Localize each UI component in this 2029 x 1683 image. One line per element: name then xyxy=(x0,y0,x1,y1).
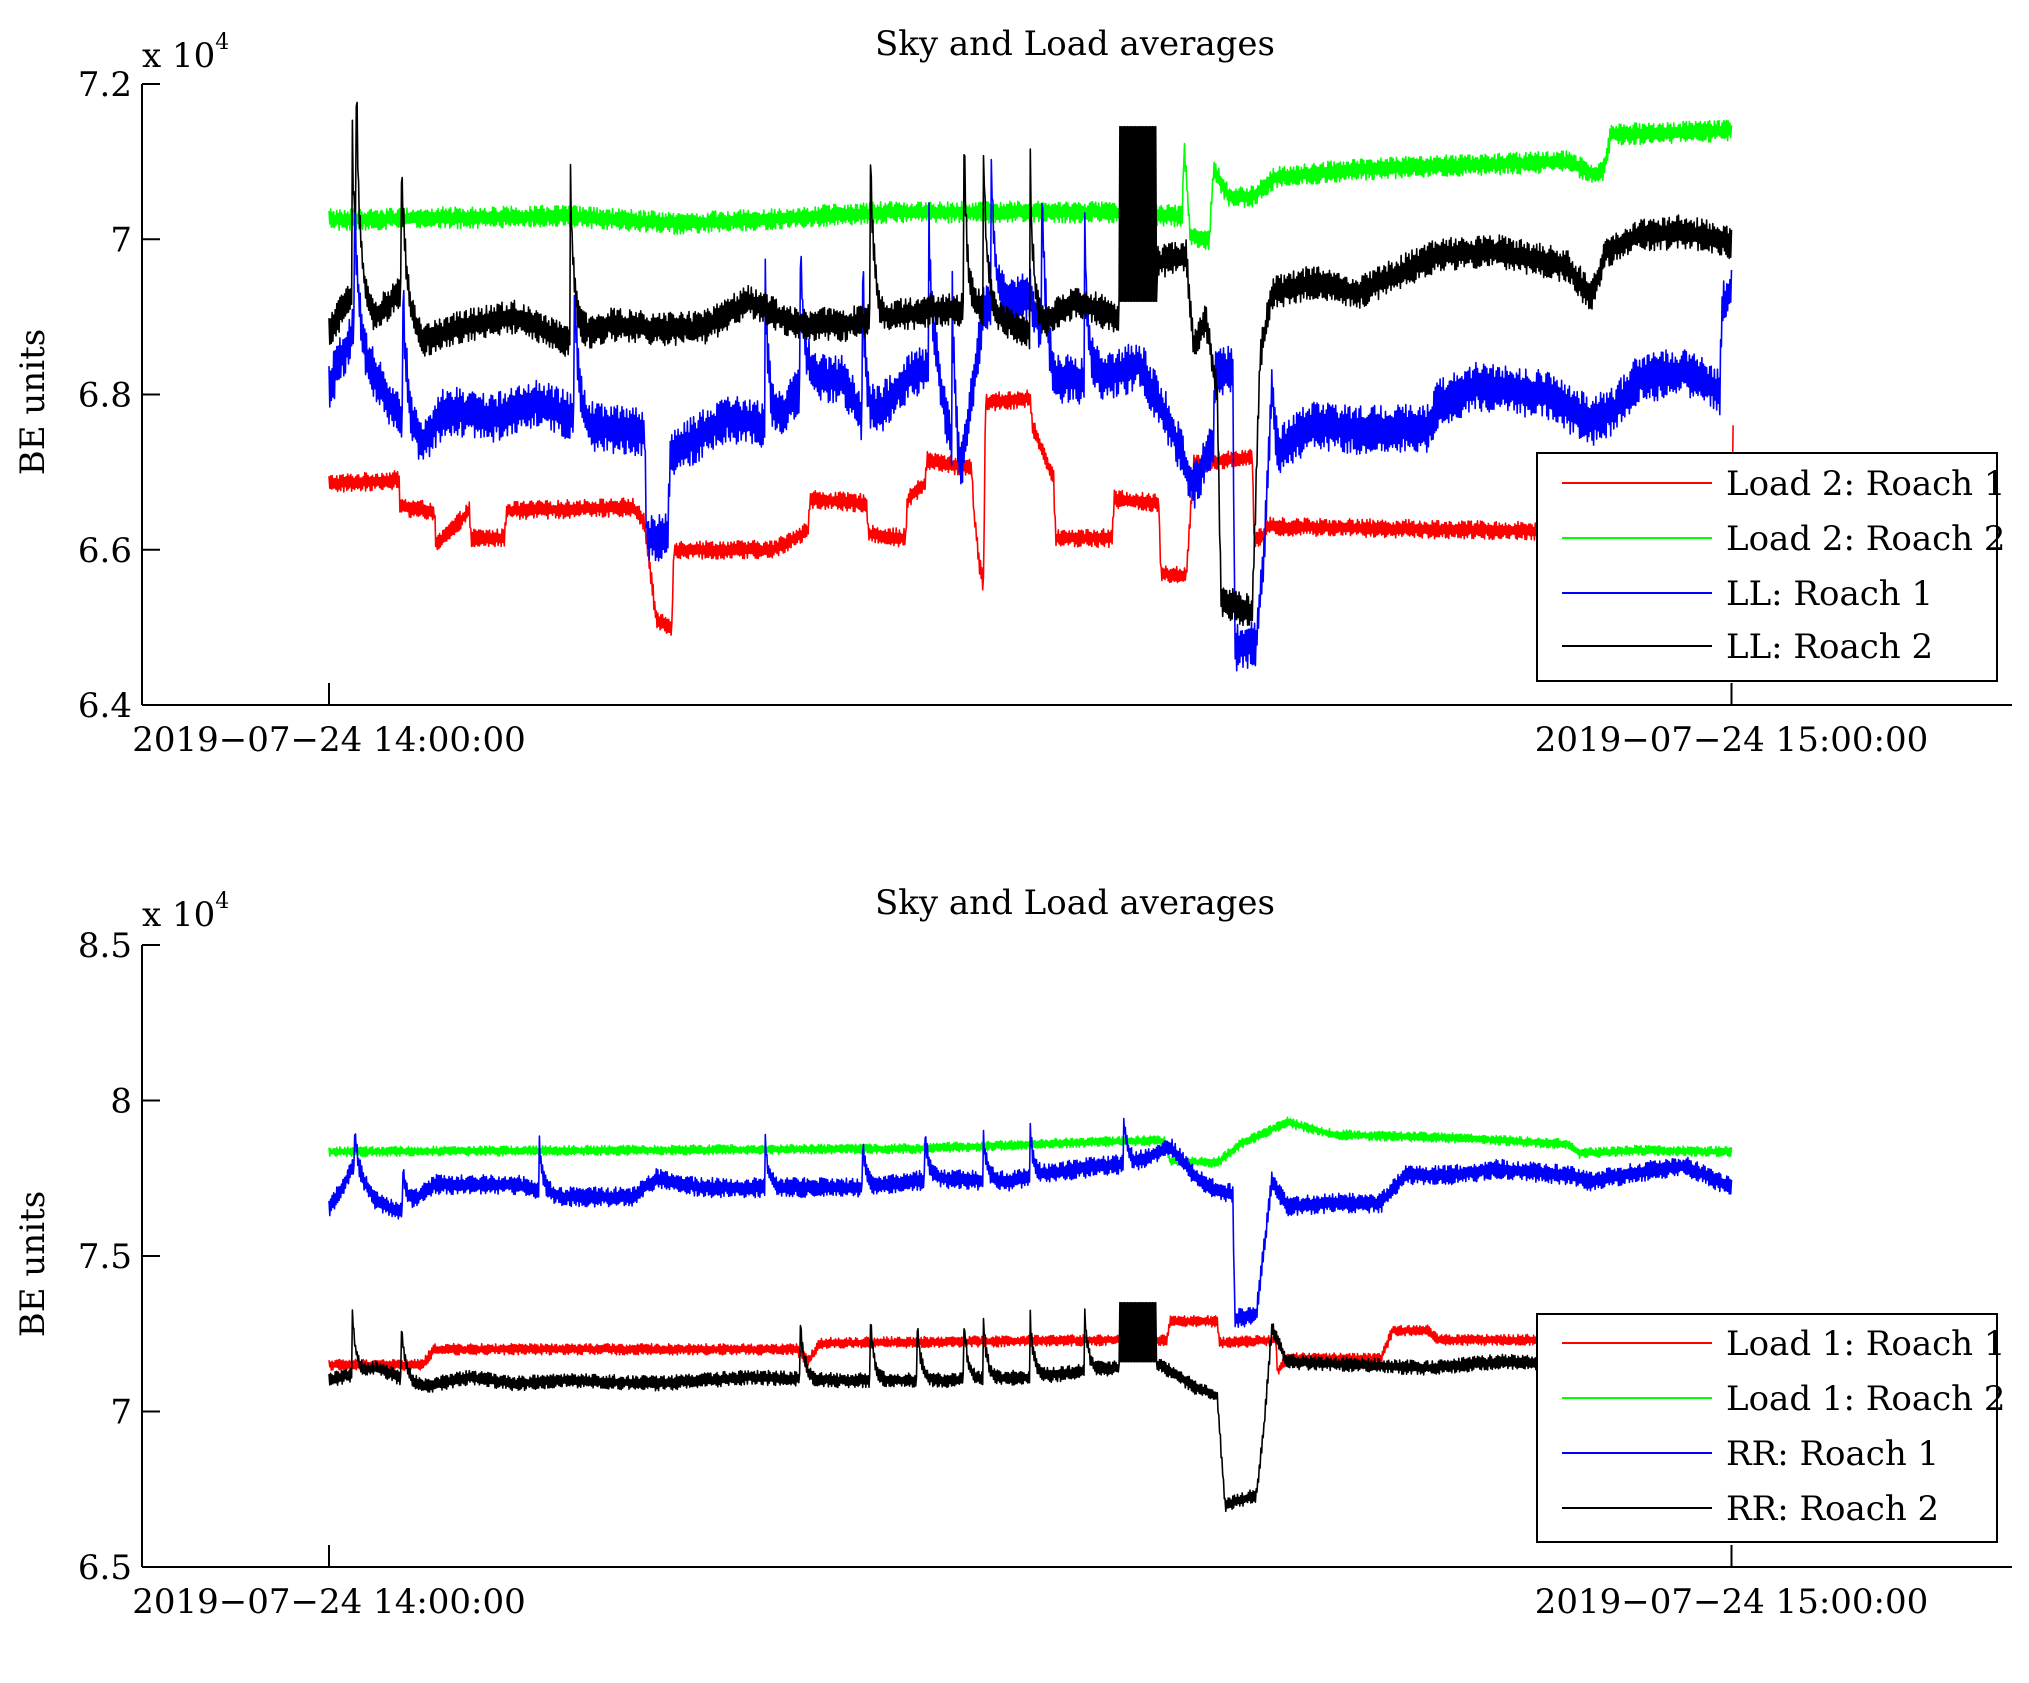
top-plot-lines xyxy=(328,101,1734,672)
top-legend-label-4: LL: Roach 2 xyxy=(1726,627,1933,667)
bottom-legend-entry-2: Load 1: Roach 2 xyxy=(1562,1379,2006,1419)
bottom-legend-label-4: RR: Roach 2 xyxy=(1726,1489,1939,1529)
bottom-panel: Sky and Load averages BE units x 104 6.5… xyxy=(13,883,2012,1622)
bottom-y-tick-label-3: 7.5 xyxy=(78,1237,132,1277)
top-chart-title: Sky and Load averages xyxy=(875,24,1275,64)
top-y-tick-label-2: 6.6 xyxy=(78,531,132,571)
top-legend-entry-2: Load 2: Roach 2 xyxy=(1562,519,2006,559)
bottom-series-line-4 xyxy=(328,1301,1733,1513)
bottom-legend-entry-1: Load 1: Roach 1 xyxy=(1562,1324,2006,1364)
top-y-multiplier: x 104 xyxy=(142,30,229,76)
top-x-tick-label-1: 2019−07−24 14:00:00 xyxy=(132,720,526,760)
bottom-y-multiplier: x 104 xyxy=(142,889,229,935)
top-y-multiplier-exponent: 4 xyxy=(215,30,229,55)
bottom-legend: Load 1: Roach 1 Load 1: Roach 2 RR: Roac… xyxy=(1536,1313,2006,1543)
bottom-y-axis-label: BE units xyxy=(13,1191,53,1337)
bottom-y-multiplier-exponent: 4 xyxy=(215,889,229,914)
bottom-series-line-3 xyxy=(328,1117,1733,1328)
bottom-y-tick-label-1: 6.5 xyxy=(78,1548,132,1588)
bottom-legend-entry-3: RR: Roach 1 xyxy=(1562,1434,1939,1474)
top-x-ticks: 2019−07−24 14:00:00 2019−07−24 15:00:00 xyxy=(132,683,1928,760)
top-y-tick-label-3: 6.8 xyxy=(78,376,132,416)
bottom-legend-box xyxy=(1536,1313,1998,1543)
top-y-axis-label: BE units xyxy=(13,329,53,475)
bottom-y-tick-label-4: 8 xyxy=(110,1082,132,1122)
bottom-y-tick-label-2: 7 xyxy=(110,1393,132,1433)
bottom-x-tick-label-2: 2019−07−24 15:00:00 xyxy=(1535,1582,1929,1622)
top-legend-label-2: Load 2: Roach 2 xyxy=(1726,519,2006,559)
top-y-tick-label-1: 6.4 xyxy=(78,686,132,726)
bottom-y-tick-label-5: 8.5 xyxy=(78,926,132,966)
top-panel: Sky and Load averages BE units x 104 6.4… xyxy=(13,24,2012,760)
top-legend-box xyxy=(1536,452,1998,682)
top-legend-entry-3: LL: Roach 1 xyxy=(1562,574,1933,614)
bottom-plot-lines xyxy=(328,1116,1733,1513)
top-series-line-1 xyxy=(328,389,1734,636)
top-y-tick-label-4: 7 xyxy=(110,220,132,260)
top-legend-label-1: Load 2: Roach 1 xyxy=(1726,464,2006,504)
top-y-tick-label-5: 7.2 xyxy=(78,65,132,105)
top-y-multiplier-base: x 10 xyxy=(142,36,215,76)
bottom-y-multiplier-base: x 10 xyxy=(142,895,215,935)
top-series-line-4 xyxy=(328,101,1733,627)
top-legend: Load 2: Roach 1 Load 2: Roach 2 LL: Roac… xyxy=(1536,452,2006,682)
bottom-y-ticks: 6.5 7 7.5 8 8.5 xyxy=(78,926,160,1588)
top-y-ticks: 6.4 6.6 6.8 7 7.2 xyxy=(78,65,160,726)
top-legend-label-3: LL: Roach 1 xyxy=(1726,574,1933,614)
bottom-x-ticks: 2019−07−24 14:00:00 2019−07−24 15:00:00 xyxy=(132,1545,1928,1622)
bottom-chart-title: Sky and Load averages xyxy=(875,883,1275,923)
bottom-legend-label-3: RR: Roach 1 xyxy=(1726,1434,1939,1474)
top-legend-entry-1: Load 2: Roach 1 xyxy=(1562,464,2006,504)
top-x-tick-label-2: 2019−07−24 15:00:00 xyxy=(1535,720,1929,760)
bottom-legend-entry-4: RR: Roach 2 xyxy=(1562,1489,1939,1529)
bottom-legend-label-1: Load 1: Roach 1 xyxy=(1726,1324,2006,1364)
bottom-x-tick-label-1: 2019−07−24 14:00:00 xyxy=(132,1582,526,1622)
bottom-legend-label-2: Load 1: Roach 2 xyxy=(1726,1379,2006,1419)
top-legend-entry-4: LL: Roach 2 xyxy=(1562,627,1933,667)
